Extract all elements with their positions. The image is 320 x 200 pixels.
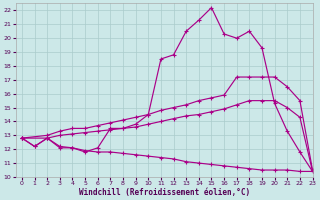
X-axis label: Windchill (Refroidissement éolien,°C): Windchill (Refroidissement éolien,°C) (78, 188, 250, 197)
